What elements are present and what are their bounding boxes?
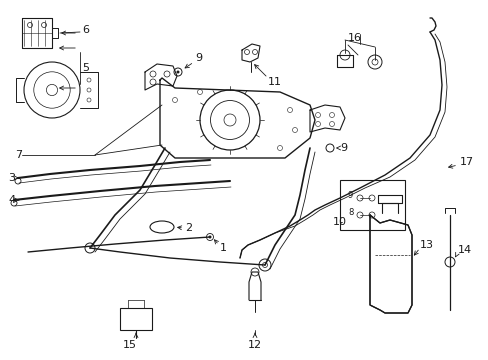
Text: 4: 4: [8, 195, 15, 205]
Circle shape: [176, 71, 179, 73]
Text: 11: 11: [267, 77, 282, 87]
Text: 16: 16: [347, 33, 361, 43]
Text: 14: 14: [457, 245, 471, 255]
Text: 1: 1: [220, 243, 226, 253]
Circle shape: [208, 235, 211, 238]
Text: 15: 15: [123, 340, 137, 350]
Text: 12: 12: [247, 340, 262, 350]
Text: 10: 10: [332, 217, 346, 227]
Text: 7: 7: [15, 150, 22, 160]
Bar: [339, 180, 404, 230]
Text: 13: 13: [419, 240, 433, 250]
Bar: [120, 308, 152, 330]
Text: 9: 9: [195, 53, 202, 63]
Text: 5: 5: [82, 63, 89, 73]
Text: 2: 2: [184, 223, 192, 233]
Text: 3: 3: [8, 173, 15, 183]
Text: 8: 8: [347, 208, 353, 217]
Polygon shape: [369, 215, 411, 305]
Text: 6: 6: [82, 25, 89, 35]
Text: 17: 17: [459, 157, 473, 167]
Text: 9: 9: [339, 143, 346, 153]
Text: 9: 9: [347, 191, 352, 200]
